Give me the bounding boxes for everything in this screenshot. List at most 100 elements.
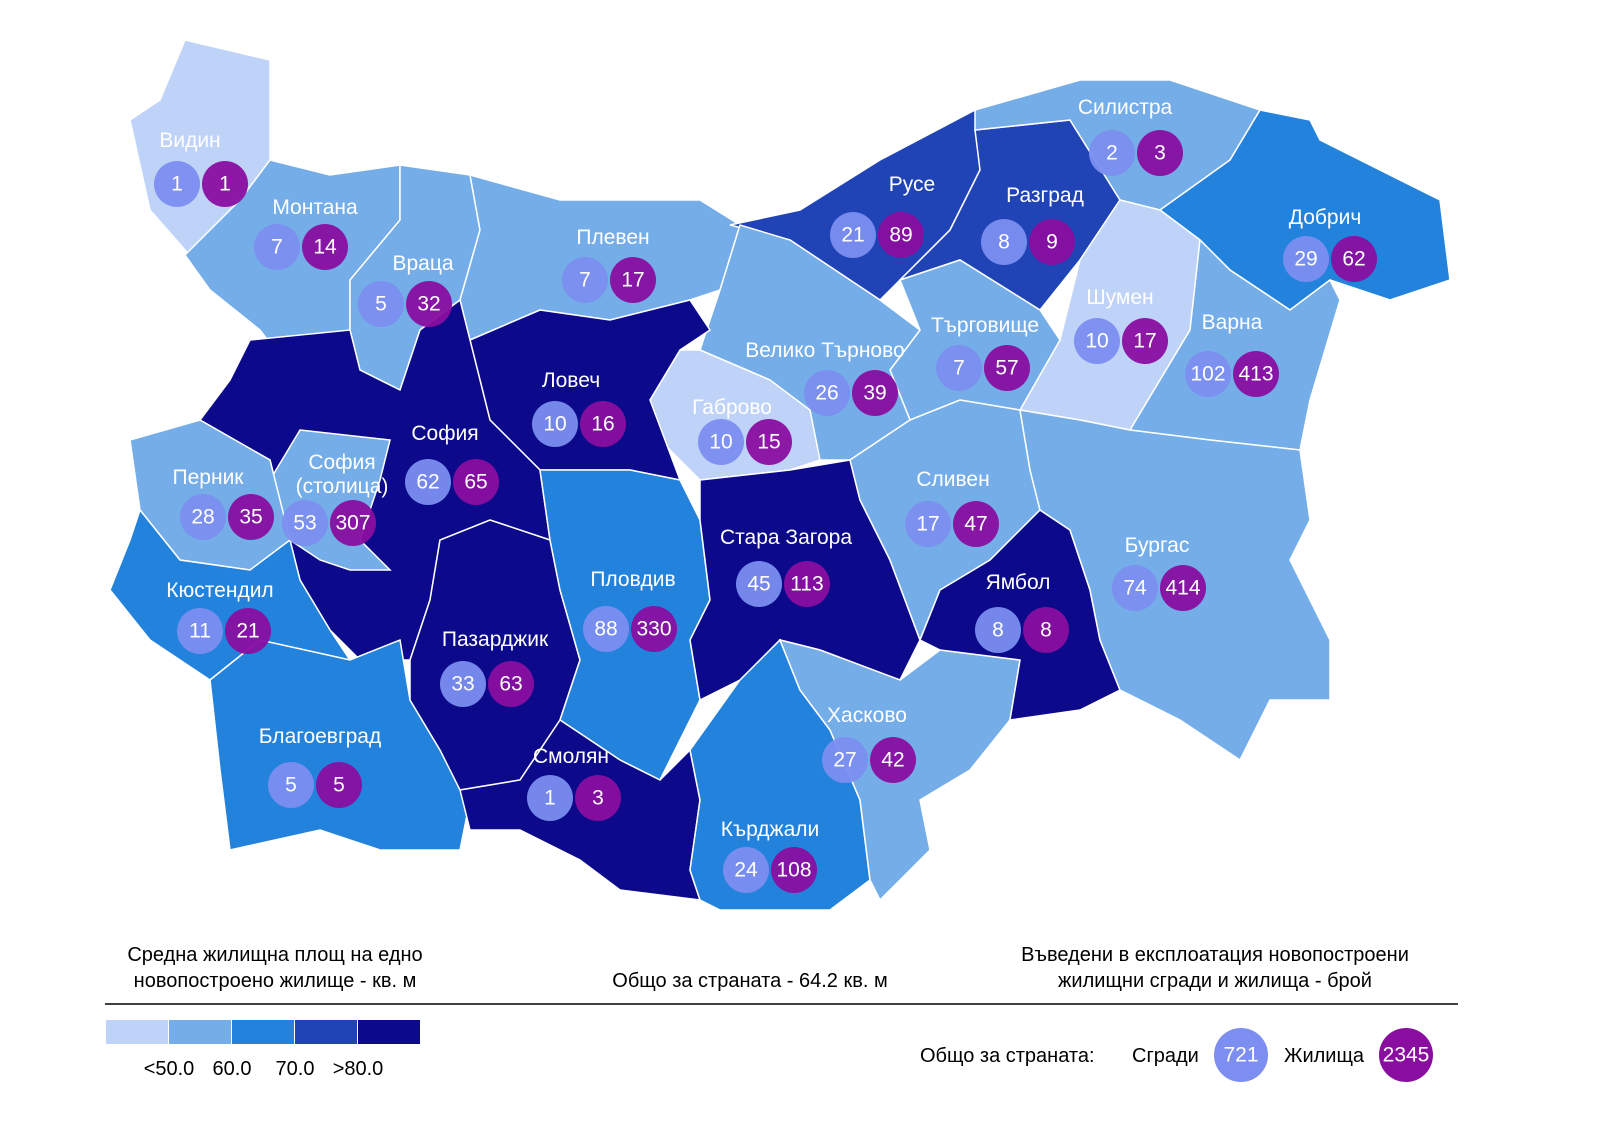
- dwellings-bubble: [406, 281, 452, 327]
- dwellings-value: 8: [1040, 619, 1052, 642]
- totals-label: Общо за страната:: [920, 1045, 1095, 1067]
- region-name: Сливен: [916, 468, 990, 491]
- dwellings-value: 39: [863, 382, 886, 405]
- buildings-bubble: [1112, 565, 1158, 611]
- dwellings-value: 108: [776, 859, 811, 882]
- dwellings-bubble: [302, 224, 348, 270]
- region-name: Плевен: [576, 226, 650, 249]
- dwellings-bubble: [870, 737, 916, 783]
- dwellings-value: 32: [417, 293, 440, 316]
- dwellings-value: 21: [236, 620, 259, 643]
- dwellings-value: 413: [1238, 363, 1273, 386]
- legend-title: Средна жилищна площ на едно новопостроен…: [127, 944, 423, 992]
- buildings-bubble: [527, 775, 573, 821]
- dwellings-value: 5: [333, 774, 345, 797]
- buildings-value: 102: [1190, 363, 1225, 386]
- buildings-value: 45: [747, 573, 770, 596]
- dwellings-value: 35: [239, 506, 262, 529]
- region-name: Кюстендил: [166, 579, 274, 602]
- region-name: Пловдив: [590, 568, 676, 591]
- buildings-bubble: [905, 501, 951, 547]
- dwellings-value: 3: [1154, 142, 1166, 165]
- buildings-bubble: [1089, 130, 1135, 176]
- buildings-value: 8: [998, 231, 1010, 254]
- dwellings-bubble: [631, 606, 677, 652]
- region-name: Велико Търново: [745, 339, 905, 362]
- buildings-bubble: [254, 224, 300, 270]
- country-average: Общо за страната - 64.2 кв. м: [612, 970, 888, 992]
- buildings-bubble: [822, 737, 868, 783]
- total-buildings-bubble: [1214, 1028, 1268, 1082]
- region-name: Силистра: [1077, 96, 1173, 119]
- buildings-bubble: [1074, 318, 1120, 364]
- legend-swatch: [232, 1020, 294, 1044]
- dwellings-bubble: [610, 257, 656, 303]
- region-name: Шумен: [1086, 286, 1154, 309]
- dwellings-bubble: [330, 500, 376, 546]
- dwellings-bubble: [580, 401, 626, 447]
- region-name: Бургас: [1124, 534, 1190, 557]
- buildings-value: 5: [375, 293, 387, 316]
- dwellings-value: 1: [219, 173, 231, 196]
- buildings-value: 1: [171, 173, 183, 196]
- region-name: Добрич: [1288, 206, 1362, 229]
- buildings-value: 26: [815, 382, 838, 405]
- buildings-value: 5: [285, 774, 297, 797]
- buildings-bubble: [698, 419, 744, 465]
- buildings-value: 24: [734, 859, 758, 882]
- buildings-bubble: [405, 459, 451, 505]
- counts-title: Въведени в експлоатация новопостроени жи…: [1021, 944, 1409, 992]
- dwellings-bubble: [1137, 130, 1183, 176]
- total-buildings: 721: [1223, 1044, 1258, 1067]
- dwellings-bubble: [316, 762, 362, 808]
- dwellings-bubble: [575, 775, 621, 821]
- dwellings-bubble: [784, 561, 830, 607]
- dwellings-bubble: [453, 459, 499, 505]
- dwellings-value: 17: [621, 269, 644, 292]
- legend-swatch: [106, 1020, 168, 1044]
- buildings-value: 28: [191, 506, 214, 529]
- dwellings-value: 47: [964, 513, 987, 536]
- legend-tick-label: <50.0: [144, 1058, 195, 1080]
- buildings-value: 29: [1294, 248, 1317, 271]
- dwellings-value: 3: [592, 787, 604, 810]
- dwellings-bubble: [852, 370, 898, 416]
- dwellings-value: 17: [1133, 330, 1156, 353]
- region-name: Разград: [1006, 184, 1084, 207]
- total-dwellings: 2345: [1383, 1044, 1430, 1067]
- dwellings-bubble: [771, 847, 817, 893]
- dwellings-value: 65: [464, 471, 487, 494]
- total-dwellings-bubble: [1379, 1028, 1433, 1082]
- dwellings-value: 57: [995, 357, 1018, 380]
- region-name: София: [411, 422, 479, 445]
- buildings-value: 2: [1106, 142, 1118, 165]
- buildings-bubble: [1185, 351, 1231, 397]
- buildings-value: 7: [579, 269, 591, 292]
- region-name: Варна: [1201, 311, 1263, 334]
- buildings-value: 8: [992, 619, 1004, 642]
- region-name: Монтана: [272, 196, 358, 219]
- legend-swatch: [358, 1020, 420, 1044]
- buildings-value: 21: [841, 224, 864, 247]
- buildings-value: 10: [543, 413, 566, 436]
- dwellings-bubble: [746, 419, 792, 465]
- buildings-bubble: [180, 494, 226, 540]
- dwellings-value: 14: [313, 236, 337, 259]
- dwellings-bubble: [202, 161, 248, 207]
- dwellings-bubble: [1233, 351, 1279, 397]
- buildings-bubble: [562, 257, 608, 303]
- dwellings-bubble: [1331, 236, 1377, 282]
- dwellings-bubble: [1023, 607, 1069, 653]
- legend-tick-label: 60.0: [213, 1058, 252, 1080]
- buildings-bubble: [981, 219, 1027, 265]
- buildings-bubble: [268, 762, 314, 808]
- dwellings-bubble: [984, 345, 1030, 391]
- buildings-value: 7: [953, 357, 965, 380]
- buildings-bubble: [177, 608, 223, 654]
- buildings-bubble: [830, 212, 876, 258]
- buildings-value: 10: [709, 431, 732, 454]
- buildings-bubble: [804, 370, 850, 416]
